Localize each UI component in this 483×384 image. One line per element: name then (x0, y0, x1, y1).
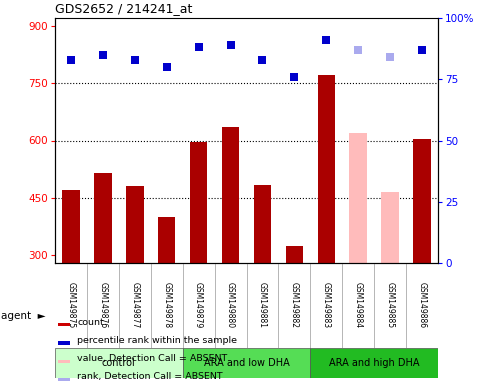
Bar (126, 187, 143, 263)
Bar (158, 217, 175, 263)
Bar (254, 185, 271, 263)
Point (99, 52, 107, 58)
Text: GSM149876: GSM149876 (99, 282, 107, 329)
Text: control: control (102, 358, 136, 368)
Bar (58, 341, 70, 344)
Text: value, Detection Call = ABSENT: value, Detection Call = ABSENT (77, 354, 227, 363)
Text: agent  ►: agent ► (1, 311, 45, 321)
Point (195, 44, 202, 50)
Bar (55, 348, 183, 378)
Bar (94, 173, 112, 263)
Bar (58, 323, 70, 326)
Text: GSM149875: GSM149875 (67, 282, 75, 329)
Point (227, 42, 234, 48)
Bar (222, 127, 239, 263)
Bar (183, 348, 311, 378)
Bar (413, 139, 431, 263)
Text: GSM149880: GSM149880 (226, 283, 235, 329)
Text: GSM149882: GSM149882 (290, 283, 299, 328)
Bar (285, 246, 303, 263)
Point (67, 56, 75, 63)
Bar (311, 348, 438, 378)
Point (355, 47, 362, 53)
Point (418, 47, 426, 53)
Bar (382, 192, 399, 263)
Text: count: count (77, 318, 104, 327)
Text: GSM149879: GSM149879 (194, 282, 203, 329)
Text: ARA and low DHA: ARA and low DHA (204, 358, 289, 368)
Bar (58, 360, 70, 362)
Text: percentile rank within the sample: percentile rank within the sample (77, 336, 237, 345)
Text: rank, Detection Call = ABSENT: rank, Detection Call = ABSENT (77, 372, 223, 381)
Text: GSM149878: GSM149878 (162, 283, 171, 329)
Point (258, 56, 266, 63)
Text: GSM149884: GSM149884 (354, 283, 363, 329)
Point (386, 54, 394, 60)
Text: GSM149883: GSM149883 (322, 283, 331, 329)
Bar (58, 378, 70, 381)
Point (131, 56, 139, 63)
Point (163, 64, 170, 70)
Text: ARA and high DHA: ARA and high DHA (329, 358, 419, 368)
Bar (317, 75, 335, 263)
Text: GSM149881: GSM149881 (258, 283, 267, 328)
Bar (349, 133, 367, 263)
Point (323, 37, 330, 43)
Text: GDS2652 / 214241_at: GDS2652 / 214241_at (55, 2, 192, 15)
Point (290, 74, 298, 80)
Text: GSM149886: GSM149886 (417, 283, 426, 329)
Text: GSM149885: GSM149885 (385, 283, 395, 329)
Text: GSM149877: GSM149877 (130, 282, 139, 329)
Bar (62, 190, 80, 263)
Bar (190, 142, 207, 263)
